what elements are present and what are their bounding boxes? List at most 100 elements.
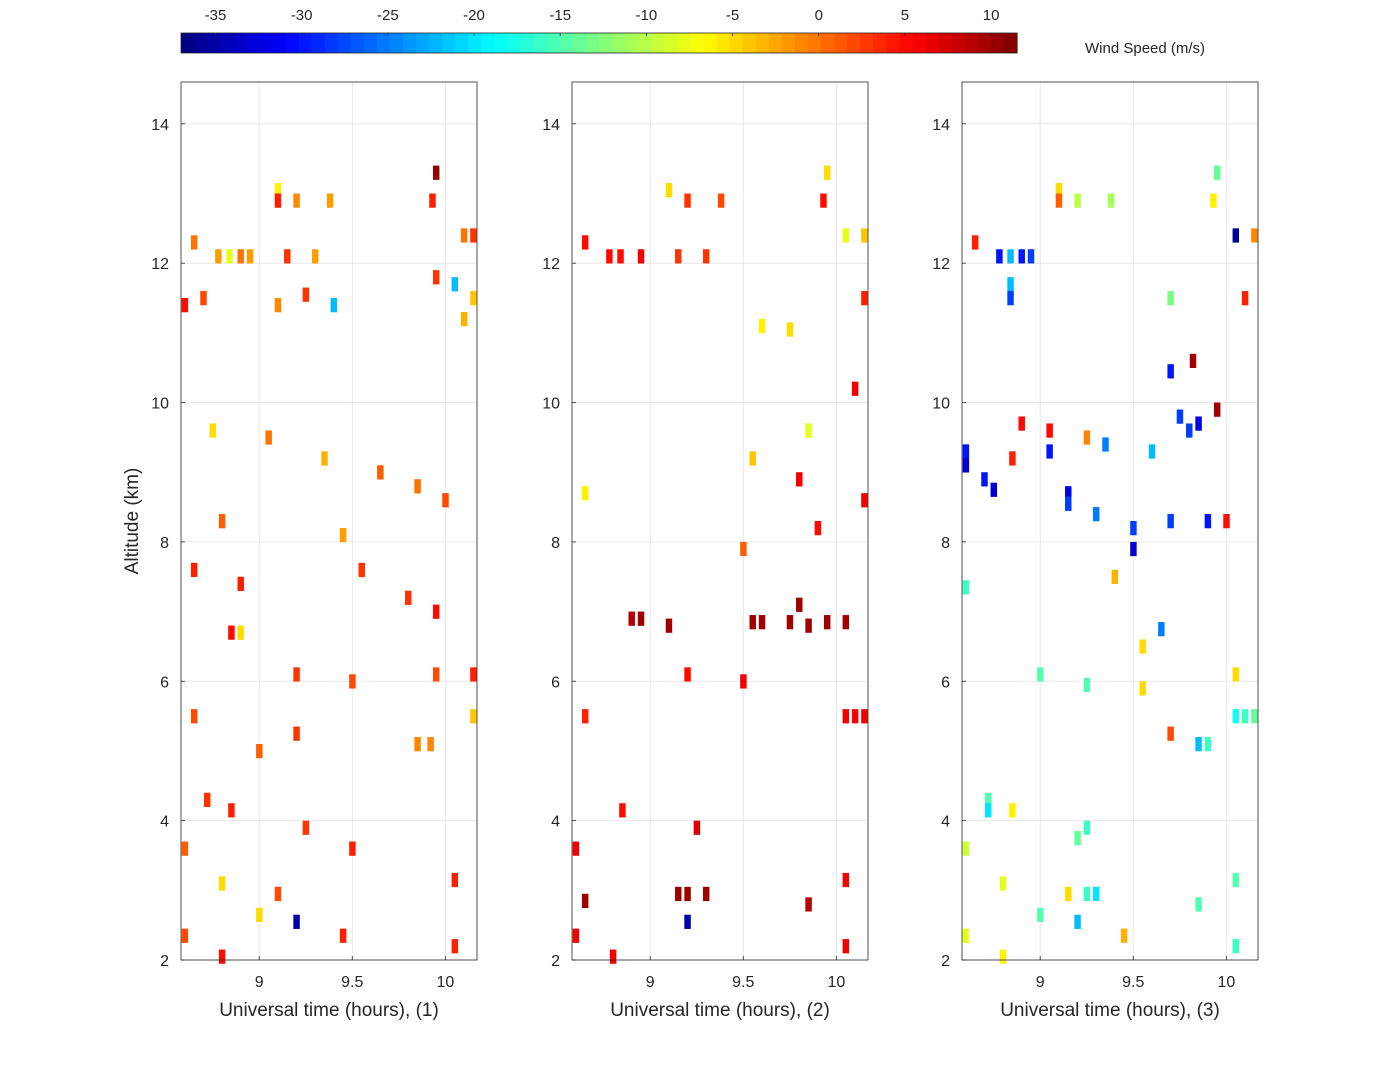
- heatmap-cell: [256, 743, 263, 759]
- colorbar-swatch: [951, 33, 966, 53]
- panel-2: 9 9.5 10 2 4 6 8 10 12 14 Universal time (hours)…: [542, 81, 869, 1021]
- heatmap-cell: [971, 235, 979, 250]
- y-tick-label: 12: [542, 256, 560, 273]
- x-tick-label: 10: [1217, 974, 1235, 991]
- heatmap-cell: [619, 803, 626, 818]
- heatmap-cell: [429, 193, 436, 208]
- heatmap-cell: [984, 803, 992, 818]
- heatmap-cell: [1083, 886, 1091, 902]
- panel-2-y-ticks: 2 4 6 8 10 12 14: [542, 117, 576, 970]
- colorbar-swatch: [651, 33, 665, 53]
- colorbar-swatch: [416, 33, 430, 53]
- heatmap-cell: [377, 465, 384, 480]
- heatmap-cell: [284, 249, 291, 264]
- colorbar-swatch: [899, 33, 914, 53]
- heatmap-cell: [470, 291, 477, 306]
- heatmap-cell: [684, 193, 691, 208]
- heatmap-cell: [861, 493, 868, 508]
- heatmap-cell: [1167, 514, 1174, 529]
- heatmap-cell: [228, 803, 235, 818]
- colorbar-swatch: [220, 33, 234, 53]
- colorbar-swatch: [585, 33, 600, 53]
- colorbar-swatch: [429, 33, 443, 53]
- panel-1: 9 9.5 10 2 4 6 8 10 12 14 Universal time (hours)…: [122, 81, 478, 1021]
- heatmap-cell: [1176, 409, 1184, 424]
- heatmap-cell: [237, 249, 244, 264]
- heatmap-cell: [617, 249, 624, 264]
- heatmap-cell: [1167, 726, 1174, 741]
- y-tick-label: 4: [551, 814, 560, 831]
- panel-1-x-label: Universal time (hours), (1): [219, 1000, 439, 1021]
- heatmap-cell: [786, 615, 794, 630]
- heatmap-cell: [786, 322, 794, 337]
- heatmap-cell: [1232, 939, 1240, 954]
- heatmap-cell: [581, 893, 589, 909]
- colorbar-swatches: [181, 33, 1018, 53]
- heatmap-cell: [460, 228, 468, 243]
- colorbar-swatch: [755, 33, 770, 53]
- y-tick-label: 6: [551, 674, 560, 691]
- heatmap-cell: [1007, 291, 1014, 306]
- heatmap-cell: [1204, 514, 1212, 529]
- colorbar-swatch: [403, 33, 417, 53]
- colorbar-tick-label: -30: [291, 7, 313, 24]
- heatmap-cell: [200, 291, 207, 306]
- heatmap-cell: [758, 318, 766, 334]
- heatmap-cell: [606, 249, 613, 264]
- heatmap-cell: [432, 604, 440, 619]
- colorbar-swatch: [520, 33, 535, 53]
- heatmap-cell: [215, 249, 222, 264]
- heatmap-cell: [1065, 486, 1072, 501]
- colorbar-swatch: [834, 33, 848, 53]
- heatmap-cell: [842, 872, 850, 888]
- heatmap-cell: [226, 249, 233, 264]
- panel-3-y-ticks: 2 4 6 8 10 12 14: [932, 117, 966, 970]
- heatmap-cell: [321, 451, 328, 466]
- colorbar-swatch: [912, 33, 927, 53]
- colorbar-swatch: [873, 33, 887, 53]
- heatmap-cell: [851, 709, 859, 724]
- colorbar-swatch: [925, 33, 940, 53]
- colorbar-swatch: [794, 33, 809, 53]
- heatmap-cell: [842, 615, 850, 630]
- heatmap-cell: [823, 165, 831, 180]
- heatmap-cell: [339, 527, 347, 543]
- colorbar-swatch: [246, 33, 260, 53]
- heatmap-cell: [203, 792, 211, 807]
- heatmap-cell: [842, 709, 850, 724]
- colorbar-tick-label: 5: [901, 7, 909, 24]
- colorbar-swatch: [390, 33, 404, 53]
- heatmap-cell: [1232, 667, 1240, 682]
- heatmap-cell: [1092, 507, 1100, 522]
- heatmap-cell: [326, 193, 334, 208]
- heatmap-cell: [1107, 193, 1115, 208]
- heatmap-cell: [962, 928, 970, 943]
- heatmap-cell: [405, 590, 412, 605]
- colorbar-swatch: [507, 33, 522, 53]
- colorbar-swatch: [768, 33, 783, 53]
- colorbar-swatch: [860, 33, 874, 53]
- heatmap-cell: [414, 479, 421, 494]
- x-tick-label: 9: [1036, 974, 1045, 991]
- colorbar-swatch: [233, 33, 247, 53]
- colorbar-swatch: [625, 33, 639, 53]
- heatmap-cell: [228, 625, 235, 640]
- y-tick-label: 6: [160, 674, 169, 691]
- y-tick-label: 4: [941, 814, 950, 831]
- heatmap-cell: [1037, 667, 1044, 682]
- colorbar-label: Wind Speed (m/s): [1085, 40, 1205, 57]
- panel-1-grid: [181, 82, 477, 961]
- x-tick-label: 9: [255, 974, 264, 991]
- heatmap-cell: [274, 193, 282, 208]
- colorbar-swatch: [847, 33, 861, 53]
- heatmap-cell: [861, 291, 868, 306]
- heatmap-cell: [293, 667, 300, 682]
- heatmap-cell: [999, 949, 1007, 964]
- heatmap-cell: [1251, 228, 1258, 243]
- heatmap-cell: [609, 949, 617, 964]
- heatmap-cell: [181, 298, 189, 313]
- colorbar-swatch: [337, 33, 352, 53]
- heatmap-cell: [218, 876, 226, 891]
- heatmap-cell: [1007, 277, 1014, 292]
